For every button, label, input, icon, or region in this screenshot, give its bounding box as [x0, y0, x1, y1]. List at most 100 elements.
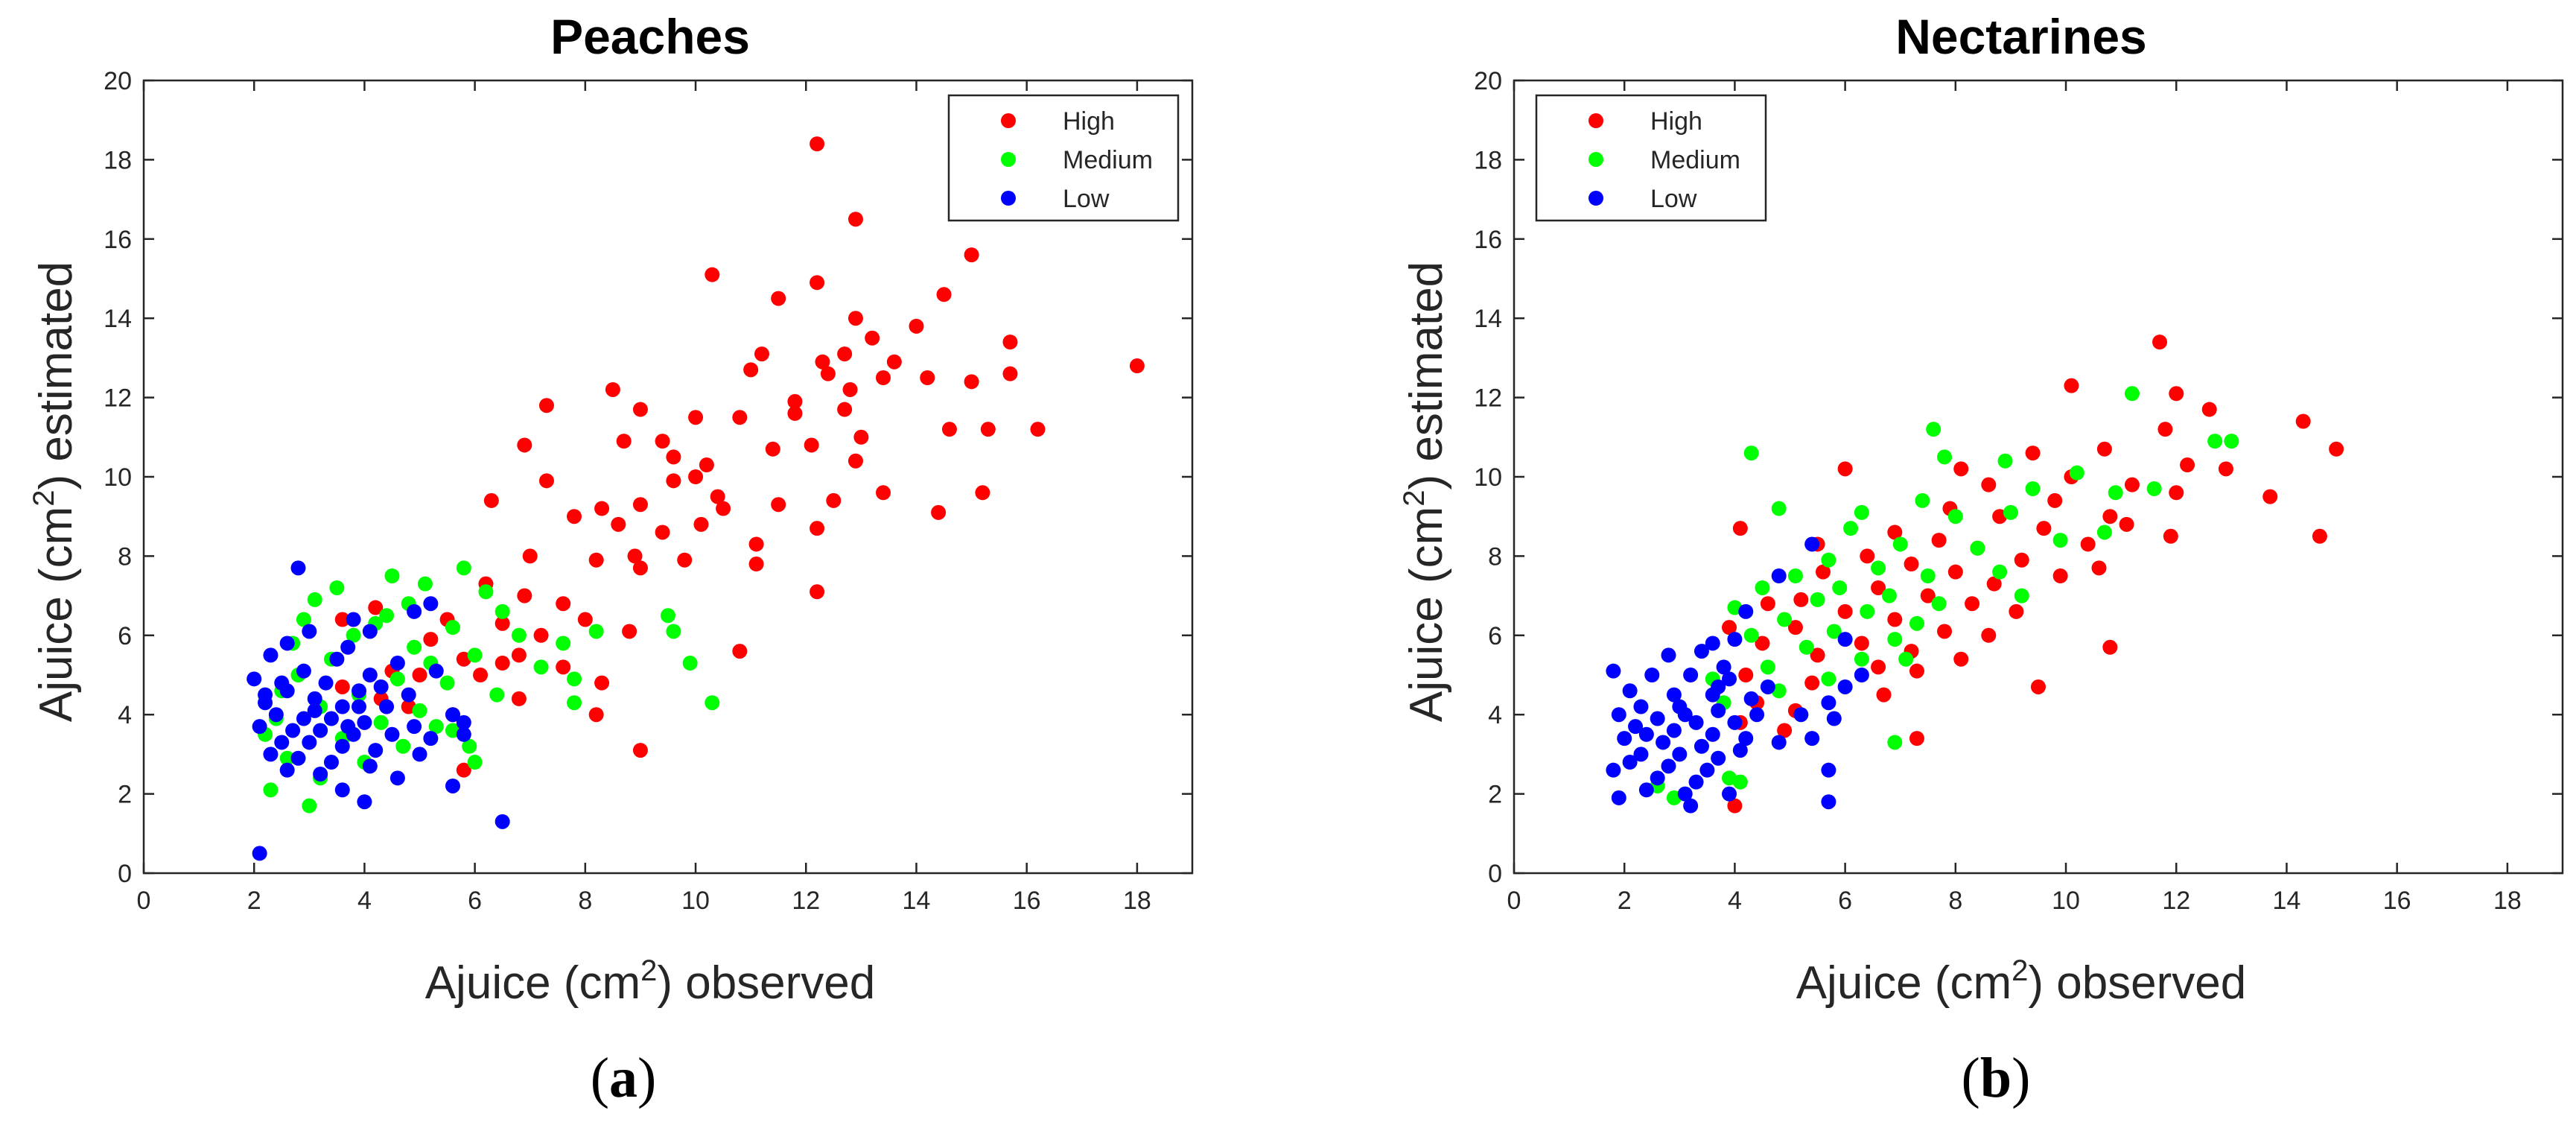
data-point-medium — [346, 627, 361, 643]
data-point-low — [1617, 731, 1632, 747]
x-tick-label: 4 — [357, 887, 372, 915]
y-tick-label: 14 — [1474, 305, 1502, 333]
data-point-low — [307, 703, 322, 718]
data-point-low — [279, 636, 295, 651]
data-point-low — [373, 679, 389, 694]
x-tick-label: 16 — [2383, 887, 2411, 915]
data-point-high — [2036, 521, 2052, 536]
data-point-low — [1628, 719, 1644, 735]
data-point-low — [274, 735, 290, 750]
data-point-medium — [2096, 524, 2112, 540]
data-point-low — [263, 747, 279, 762]
data-point-low — [1633, 699, 1649, 714]
data-point-high — [964, 374, 979, 390]
x-axis-label-nectarines: Ajuice (cm2) observed — [1796, 954, 2247, 1009]
data-point-low — [1760, 679, 1775, 694]
data-point-low — [307, 691, 322, 706]
data-point-medium — [1992, 564, 2008, 580]
data-point-high — [1887, 612, 1903, 627]
x-tick-label: 10 — [2052, 887, 2080, 915]
data-point-high — [853, 429, 869, 445]
data-point-medium — [384, 568, 400, 583]
data-point-high — [810, 275, 825, 291]
data-point-high — [909, 318, 924, 334]
data-point-medium — [1881, 588, 1897, 603]
data-point-medium — [467, 755, 483, 770]
data-point-high — [787, 405, 803, 421]
data-point-low — [1854, 668, 1869, 682]
data-point-high — [2091, 560, 2107, 576]
data-point-high — [1947, 564, 1963, 580]
legend: High Medium Low — [1535, 94, 1767, 222]
data-point-high — [556, 596, 571, 612]
data-point-high — [2096, 441, 2112, 457]
data-point-high — [511, 691, 527, 706]
data-point-medium — [2108, 485, 2123, 501]
caption-b: (b) — [1962, 1047, 2031, 1109]
data-point-low — [428, 663, 444, 679]
data-point-high — [1909, 663, 1924, 679]
data-point-low — [1821, 794, 1836, 810]
panel-nectarines: Nectarines 0 2 4 6 8 10 12 14 16 18 0 2 4 6 8 10 12 14 16 1… — [1398, 9, 2564, 1109]
data-point-low — [1711, 679, 1726, 694]
data-point-high — [2201, 402, 2217, 417]
data-point-low — [263, 647, 279, 663]
x-tick-label: 8 — [1948, 887, 1962, 915]
legend-marker-high — [1588, 113, 1603, 128]
data-point-medium — [329, 580, 345, 595]
legend-marker-low — [1001, 191, 1016, 206]
data-point-high — [494, 656, 510, 671]
data-point-high — [931, 504, 947, 520]
data-point-high — [334, 679, 350, 694]
data-point-high — [627, 548, 643, 564]
data-point-low — [456, 726, 471, 742]
data-point-medium — [682, 656, 698, 671]
x-tick-label: 14 — [903, 887, 931, 915]
data-point-medium — [1799, 639, 1814, 655]
data-point-high — [2169, 386, 2184, 402]
data-point-low — [1743, 691, 1759, 706]
data-point-high — [2157, 422, 2173, 437]
data-point-medium — [2124, 386, 2140, 402]
data-point-high — [1760, 596, 1775, 612]
data-point-low — [357, 794, 372, 810]
data-point-high — [1787, 620, 1803, 636]
data-point-high — [1837, 603, 1853, 619]
data-point-high — [1854, 636, 1869, 651]
data-point-high — [964, 247, 979, 263]
data-point-low — [1666, 723, 1682, 738]
data-point-low — [1694, 644, 1709, 659]
data-point-medium — [1771, 501, 1787, 516]
legend-label-high: High — [1063, 107, 1115, 136]
data-point-high — [688, 410, 704, 425]
data-point-low — [1722, 786, 1737, 802]
data-point-high — [748, 557, 764, 572]
data-point-high — [810, 136, 825, 152]
data-point-high — [1965, 596, 1980, 612]
data-point-high — [1815, 564, 1831, 580]
data-point-high — [632, 560, 648, 576]
data-point-high — [588, 552, 604, 568]
chart-title-nectarines: Nectarines — [1895, 9, 2147, 64]
caption-a: (a) — [591, 1047, 657, 1109]
data-point-high — [1953, 461, 1969, 477]
data-point-low — [268, 707, 284, 723]
data-point-medium — [428, 719, 444, 735]
y-tick-label: 4 — [1488, 701, 1502, 729]
data-point-high — [556, 659, 571, 675]
data-point-low — [1771, 568, 1787, 583]
data-point-high — [693, 516, 709, 532]
data-point-high — [826, 492, 842, 508]
data-point-high — [980, 422, 996, 437]
data-point-high — [334, 612, 350, 627]
series-high — [334, 136, 1145, 778]
legend: High Medium Low — [947, 94, 1180, 222]
data-point-low — [1677, 707, 1693, 723]
legend-box — [1535, 94, 1767, 222]
data-point-high — [732, 644, 748, 659]
data-point-medium — [1909, 615, 1924, 631]
data-point-low — [412, 747, 427, 762]
data-point-low — [1826, 711, 1842, 726]
series-low — [1606, 536, 1869, 814]
data-point-medium — [1843, 521, 1859, 536]
